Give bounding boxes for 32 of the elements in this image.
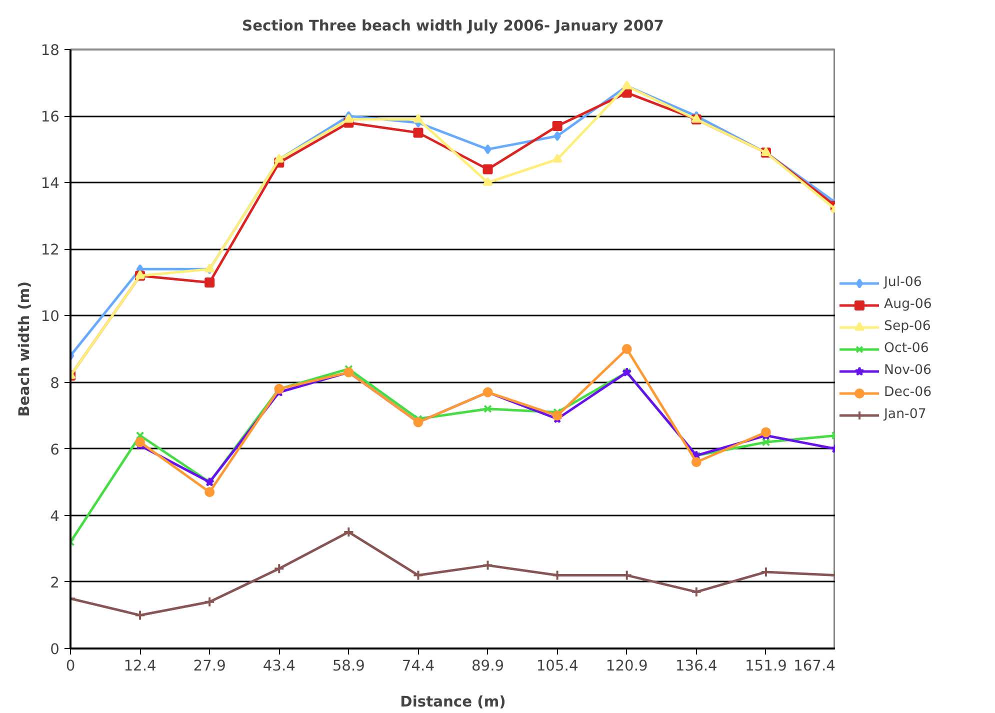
legend-label: Nov-06 [884, 363, 932, 378]
y-tick-label: 4 [50, 508, 60, 525]
x-tick-label: 89.9 [471, 658, 504, 674]
x-tick-label: 120.9 [606, 658, 648, 674]
legend-label: Oct-06 [884, 341, 929, 356]
y-axis-title: Beach width (m) [16, 281, 33, 417]
y-tick-label: 2 [50, 574, 60, 592]
chart-title: Section Three beach width July 2006- January 2007 [242, 18, 664, 34]
x-tick-label: 0 [66, 658, 76, 674]
x-tick-label: 105.4 [536, 658, 578, 674]
legend-label: Sep-06 [884, 319, 931, 334]
legend-label: Dec-06 [884, 385, 932, 400]
x-tick-label: 43.4 [262, 658, 296, 674]
legend-label: Jul-06 [884, 275, 922, 290]
x-tick-label: 151.9 [744, 658, 787, 674]
y-tick-label: 16 [40, 108, 60, 126]
y-tick-label: 6 [50, 441, 60, 458]
x-tick-label: 12.4 [124, 658, 156, 674]
y-tick-label: 14 [40, 175, 60, 192]
x-tick-label: 74.4 [402, 658, 435, 674]
x-tick-label: 58.9 [332, 658, 366, 674]
x-axis-title: Distance (m) [400, 694, 506, 710]
y-tick-label: 18 [40, 42, 60, 59]
y-tick-label: 0 [50, 641, 60, 658]
x-tick-label: 136.4 [675, 658, 718, 674]
x-tick-label: 167.4 [794, 658, 836, 674]
legend-label: Jan-07 [884, 407, 926, 422]
y-tick-label: 8 [50, 374, 60, 392]
y-tick-label: 12 [40, 242, 60, 259]
legend-label: Aug-06 [884, 297, 932, 312]
y-tick-label: 10 [40, 308, 60, 326]
x-tick-label: 27.9 [193, 658, 226, 674]
